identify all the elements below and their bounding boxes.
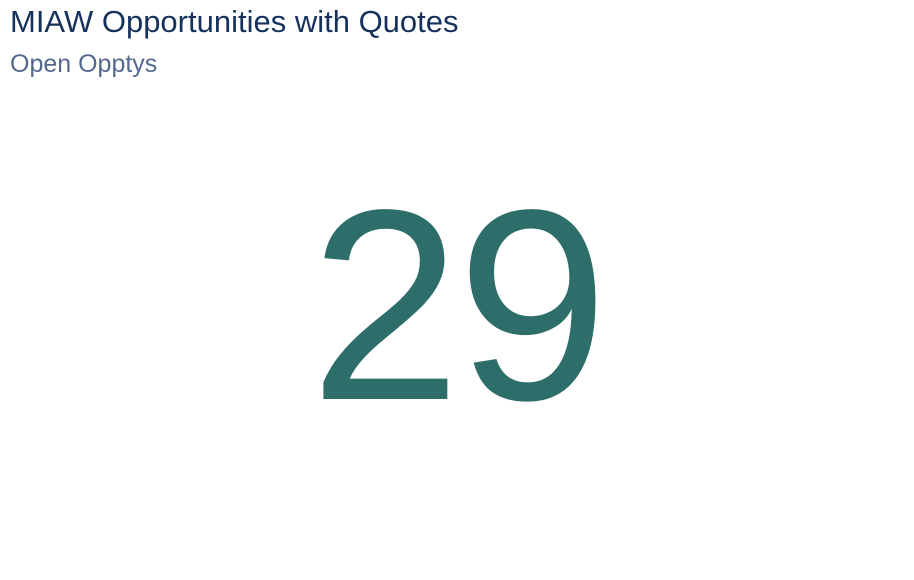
metric-container: 29 — [0, 153, 914, 457]
metric-value[interactable]: 29 — [309, 153, 609, 457]
widget-title[interactable]: MIAW Opportunities with Quotes — [10, 4, 459, 39]
widget-header: MIAW Opportunities with Quotes Open Oppt… — [10, 2, 904, 80]
widget-subtitle: Open Opptys — [10, 50, 158, 78]
